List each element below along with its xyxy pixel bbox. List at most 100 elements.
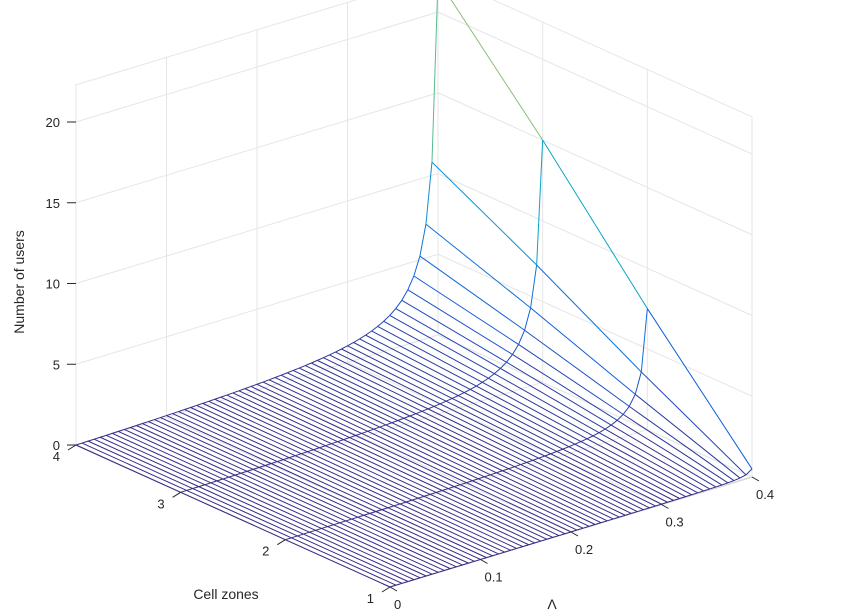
mesh-line <box>232 392 338 443</box>
mesh-line <box>508 468 614 520</box>
mesh-line <box>399 503 505 553</box>
mesh-line <box>592 435 698 494</box>
zone-curve-segment <box>160 415 167 419</box>
zone-curve-segment <box>280 372 288 376</box>
mesh-line <box>371 330 477 387</box>
mesh-line <box>472 480 578 531</box>
zone-curve-segment <box>383 315 391 322</box>
mesh-line <box>317 359 423 412</box>
mesh-line <box>250 386 356 436</box>
zone-curve-segment <box>739 474 747 479</box>
mesh-line <box>359 338 465 394</box>
grid-line <box>437 11 753 155</box>
mesh-line <box>478 478 584 529</box>
zone-curve-segment <box>580 438 588 443</box>
zone-curve-segment <box>442 488 449 491</box>
zone-curve-segment <box>81 440 89 444</box>
zone-curve-segment <box>457 392 465 397</box>
zone-curve-segment <box>301 451 308 455</box>
mesh-line <box>327 526 433 575</box>
mesh-line <box>325 445 431 495</box>
zone-curve-segment <box>552 535 560 538</box>
z-axis-label: Number of users <box>11 230 27 333</box>
zone-curve-segment <box>564 531 572 535</box>
mesh-line <box>500 367 606 430</box>
zone-curve-segment <box>727 480 735 484</box>
mesh-line <box>331 443 437 493</box>
zone-curve-segment <box>463 388 471 394</box>
zone-curve-segment <box>510 547 517 551</box>
zone-curve-segment <box>401 289 409 301</box>
mesh-line <box>417 497 523 548</box>
zone-curve-segment <box>289 455 296 459</box>
mesh-line <box>367 430 473 482</box>
zone-curve-segment <box>286 370 294 374</box>
grid-line <box>437 92 753 236</box>
zone-curve-segment <box>391 420 399 424</box>
mesh-line <box>75 444 181 493</box>
mesh-line <box>323 357 429 410</box>
z-tick-label: 0 <box>53 438 60 453</box>
zone-curve-segment <box>426 573 433 577</box>
zone-curve-segment <box>588 524 596 527</box>
zone-curve-segment <box>423 493 431 497</box>
y-tick-mark <box>381 586 391 593</box>
mesh-line <box>482 381 588 440</box>
mesh-line <box>488 377 594 437</box>
mesh-line <box>347 345 453 399</box>
zone-curve-segment <box>106 432 113 436</box>
mesh-line <box>256 383 362 434</box>
zone-curve-segment <box>508 466 515 470</box>
zone-curve-segment <box>397 417 405 421</box>
zone-curve-segment <box>444 568 451 571</box>
zone-curve-segment <box>425 162 433 225</box>
zone-curve-segment <box>421 408 429 412</box>
mesh-line <box>285 539 391 588</box>
zone-curve-segment <box>285 537 292 541</box>
z-tick-label: 15 <box>46 196 60 211</box>
z-tick-label: 10 <box>46 277 60 292</box>
zone-curve-segment <box>299 365 306 369</box>
mesh-line <box>192 488 298 537</box>
mesh-line <box>616 419 723 486</box>
zone-curve-segment <box>456 564 463 568</box>
zone-curve-segment <box>405 499 413 503</box>
mesh-line <box>433 405 539 459</box>
mesh-line <box>349 437 455 488</box>
zone-curve-segment <box>454 484 461 488</box>
mesh-line <box>405 501 511 551</box>
mesh-line <box>518 344 624 415</box>
zone-curve-segment <box>613 516 620 520</box>
mesh-line <box>289 457 395 507</box>
grid-line <box>180 381 543 493</box>
zone-curve-segment <box>484 474 491 478</box>
zone-curve-segment <box>395 582 403 586</box>
zone-curve-segment <box>445 398 453 402</box>
zone-curve-segment <box>142 421 149 425</box>
mesh-line <box>574 443 680 499</box>
mesh-line <box>196 404 302 455</box>
mesh-line <box>514 466 620 518</box>
zone-curve-segment <box>399 501 407 505</box>
mesh-line <box>220 396 326 447</box>
mesh-line <box>646 308 753 470</box>
mesh-line <box>309 531 415 581</box>
zone-curve-segment <box>311 359 318 364</box>
zone-curve-segment <box>180 489 187 493</box>
zone-curve-segment <box>343 437 350 441</box>
mesh-line <box>544 455 650 509</box>
zone-curve-segment <box>192 486 199 490</box>
zone-curve-segment <box>649 505 656 509</box>
y-tick-mark <box>277 539 286 546</box>
mesh-line <box>484 476 590 527</box>
mesh-line <box>506 361 612 426</box>
zone-curve-segment <box>576 527 584 531</box>
mesh-line <box>111 432 218 482</box>
mesh-line <box>397 420 503 472</box>
mesh-line <box>307 451 413 501</box>
mesh-line <box>319 447 425 497</box>
x-tick-label: 0.2 <box>575 542 593 557</box>
mesh-line <box>634 393 741 479</box>
mesh-line <box>337 441 443 491</box>
